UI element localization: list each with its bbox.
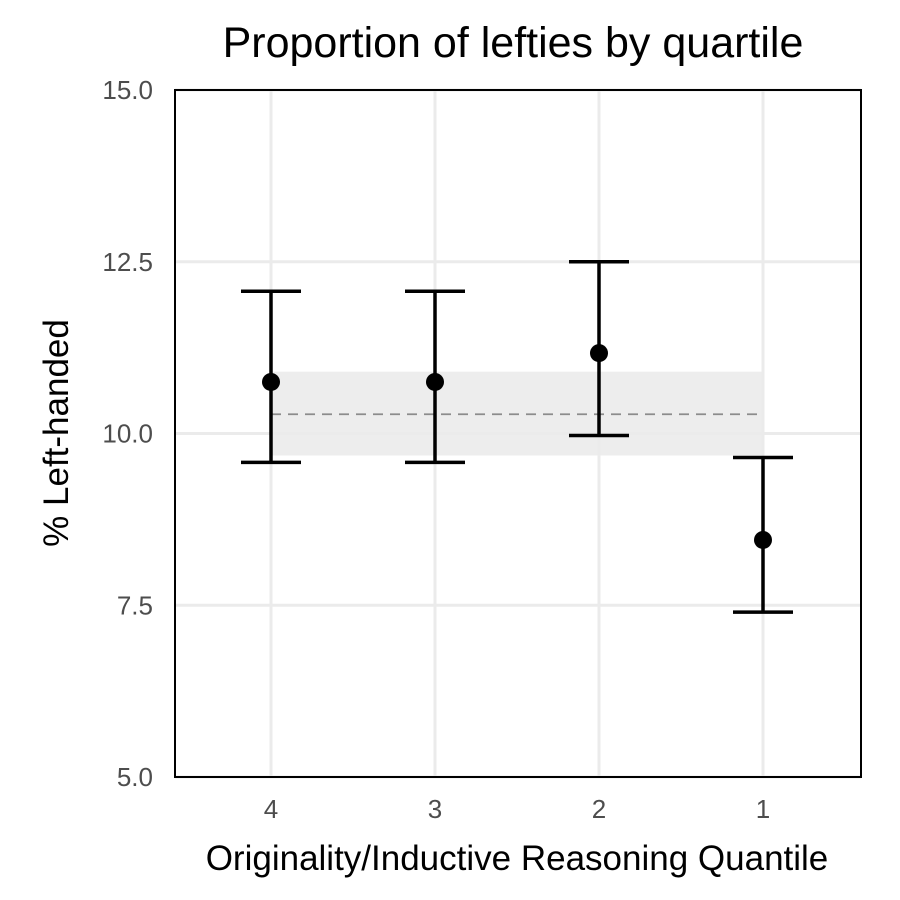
- x-tick-label: 2: [592, 794, 606, 824]
- x-tick-label: 3: [428, 794, 442, 824]
- y-tick-label: 12.5: [102, 247, 153, 277]
- x-tick-label: 4: [264, 794, 278, 824]
- y-axis-ticks: 5.0 7.5 10.0 12.5 15.0: [102, 75, 153, 792]
- chart-title: Proportion of lefties by quartile: [223, 19, 804, 67]
- y-axis-title: % Left-handed: [37, 319, 76, 547]
- data-point: [754, 530, 772, 549]
- x-axis-ticks: 4 3 2 1: [264, 794, 770, 824]
- data-point: [262, 372, 280, 391]
- y-tick-label: 10.0: [102, 419, 153, 449]
- reference-band: [271, 371, 763, 456]
- data-point: [590, 344, 608, 363]
- data-marks: [241, 260, 793, 614]
- y-tick-label: 15.0: [102, 75, 153, 105]
- x-axis-title: Originality/Inductive Reasoning Quantile: [206, 839, 829, 878]
- y-tick-label: 5.0: [117, 762, 153, 792]
- data-point: [426, 372, 444, 391]
- panel-border: [174, 89, 862, 778]
- y-tick-label: 7.5: [117, 590, 153, 620]
- x-tick-label: 1: [756, 794, 770, 824]
